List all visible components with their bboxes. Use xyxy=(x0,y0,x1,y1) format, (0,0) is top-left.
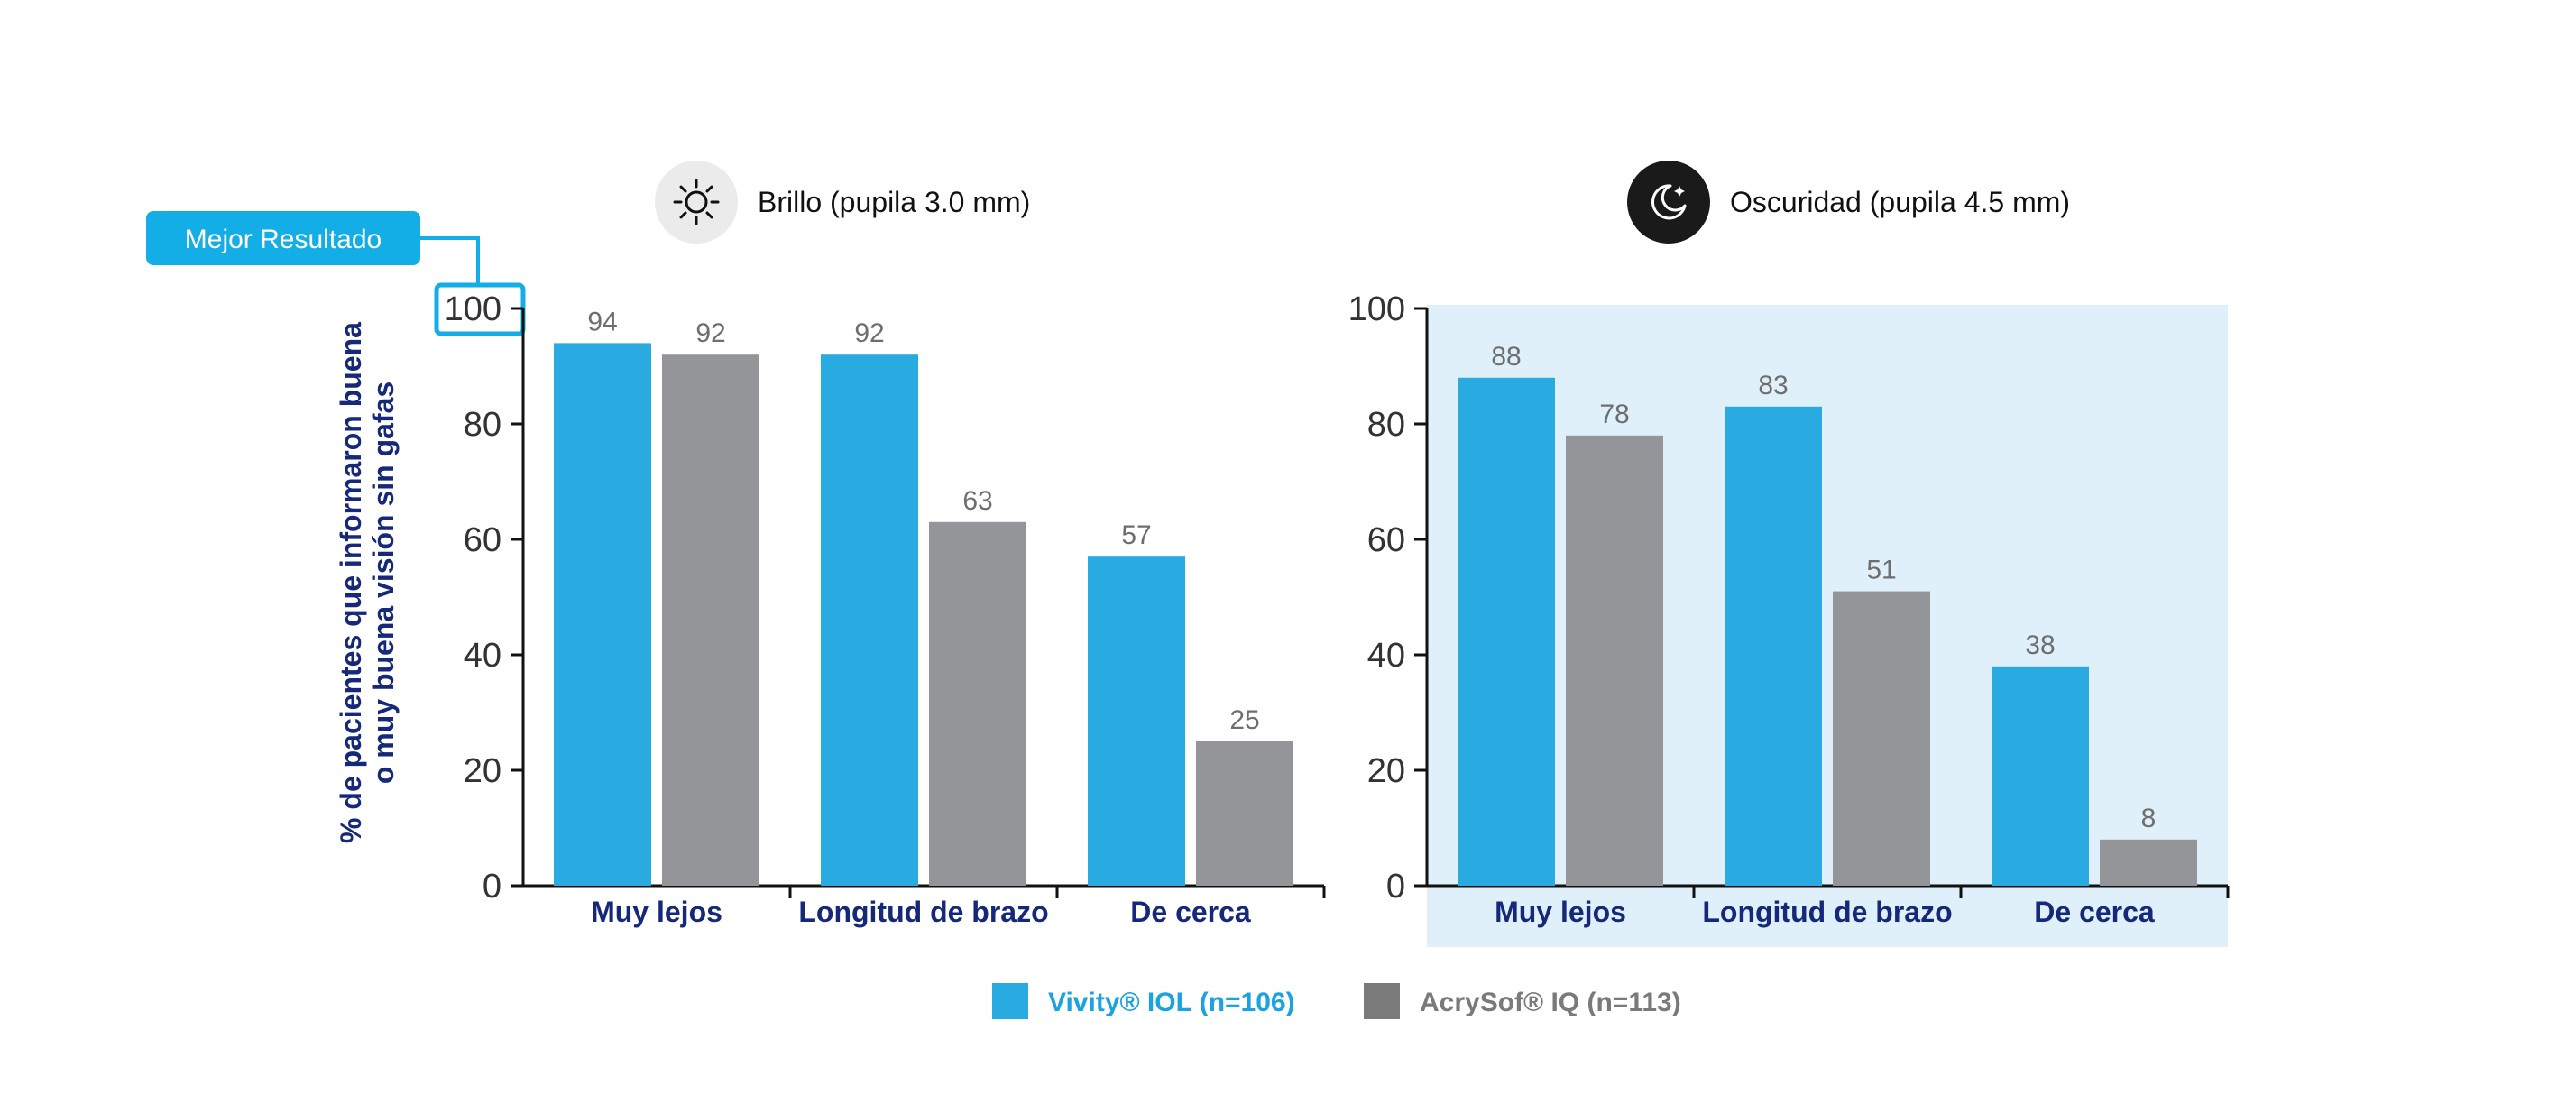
y-tick-label-80: 80 xyxy=(1367,406,1405,444)
x-tick-label-de-cerca: De cerca xyxy=(2034,896,2155,928)
x-tick-label-longitud-de-brazo: Longitud de brazo xyxy=(798,896,1048,928)
panel-background xyxy=(1427,305,2228,947)
x-tick-label-de-cerca: De cerca xyxy=(1130,896,1251,928)
y-tick-label-80: 80 xyxy=(464,406,501,444)
data-label-vivity-de-cerca: 57 xyxy=(1121,520,1151,550)
bar-vivity-de-cerca xyxy=(1992,666,2089,886)
legend-item-acrysof: AcrySof® IQ (n=113) xyxy=(1364,983,1681,1019)
legend: Vivity® IOL (n=106) AcrySof® IQ (n=113) xyxy=(992,983,1681,1019)
chart-panel-dark: Oscuridad (pupila 4.5 mm) 0 20 40 60 80 100 Muy… xyxy=(1348,161,2230,947)
y-tick-label-100: 100 xyxy=(445,290,501,328)
bar-vivity-longitud-de-brazo xyxy=(1725,406,1822,886)
bar-vivity-de-cerca xyxy=(1088,556,1185,886)
sun-icon xyxy=(655,161,738,244)
x-axis: Muy lejos Longitud de brazo De cerca xyxy=(1427,884,2230,928)
data-label-vivity-longitud-de-brazo: 92 xyxy=(854,318,884,348)
chart-panel-bright: Brillo (pupila 3.0 mm) 0 20 40 60 80 100 Muy le… xyxy=(445,161,1326,928)
condition-header: Brillo (pupila 3.0 mm) xyxy=(655,161,1030,244)
bar-acrysof-de-cerca xyxy=(1196,741,1293,886)
bar-group-de-cerca: 57 25 xyxy=(1088,520,1293,886)
bar-vivity-muy-lejos xyxy=(1458,377,1555,886)
y-tick-label-40: 40 xyxy=(1367,637,1405,675)
y-tick-label-60: 60 xyxy=(1367,521,1405,559)
data-label-vivity-de-cerca: 38 xyxy=(2025,630,2055,660)
data-label-acrysof-de-cerca: 8 xyxy=(2141,804,2157,833)
bar-acrysof-longitud-de-brazo xyxy=(929,521,1026,886)
data-label-acrysof-longitud-de-brazo: 63 xyxy=(962,486,992,516)
callout-connector xyxy=(420,236,480,287)
best-result-callout: Mejor Resultado xyxy=(146,211,526,336)
bar-group-longitud-de-brazo: 83 51 xyxy=(1725,371,1930,886)
bar-acrysof-de-cerca xyxy=(2100,839,2197,886)
y-axis: 0 20 40 60 80 100 xyxy=(1348,290,1429,906)
data-label-acrysof-de-cerca: 25 xyxy=(1229,705,1259,735)
y-tick-label-20: 20 xyxy=(1367,752,1405,790)
y-axis-label-line1: % de pacientes que informaron buena xyxy=(335,322,367,843)
condition-label: Oscuridad (pupila 4.5 mm) xyxy=(1730,186,2070,218)
x-axis: Muy lejos Longitud de brazo De cerca xyxy=(523,884,1326,928)
callout-label: Mejor Resultado xyxy=(185,225,382,254)
y-tick-label-60: 60 xyxy=(464,521,501,559)
data-label-acrysof-longitud-de-brazo: 51 xyxy=(1866,556,1896,585)
condition-header: Oscuridad (pupila 4.5 mm) xyxy=(1627,161,2070,244)
x-tick-label-muy-lejos: Muy lejos xyxy=(1495,896,1626,928)
data-label-vivity-longitud-de-brazo: 83 xyxy=(1758,371,1788,400)
y-tick-label-20: 20 xyxy=(464,752,501,790)
bar-group-muy-lejos: 94 92 xyxy=(554,307,759,886)
bar-acrysof-muy-lejos xyxy=(662,354,759,886)
callout-box xyxy=(146,211,420,265)
legend-swatch-vivity xyxy=(992,983,1028,1019)
condition-label: Brillo (pupila 3.0 mm) xyxy=(758,186,1030,218)
legend-item-vivity: Vivity® IOL (n=106) xyxy=(992,983,1295,1019)
y-tick-label-100: 100 xyxy=(1348,290,1405,328)
x-tick-label-muy-lejos: Muy lejos xyxy=(591,896,722,928)
bar-vivity-muy-lejos xyxy=(554,343,651,886)
data-label-acrysof-muy-lejos: 92 xyxy=(695,318,725,348)
y-tick-label-0: 0 xyxy=(483,868,501,906)
y-axis-label: % de pacientes que informaron buena o mu… xyxy=(335,322,400,843)
bar-group-muy-lejos: 88 78 xyxy=(1458,342,1663,886)
y-axis: 0 20 40 60 80 100 xyxy=(445,290,525,906)
y-tick-label-0: 0 xyxy=(1386,868,1405,906)
bar-acrysof-muy-lejos xyxy=(1566,435,1663,886)
legend-swatch-acrysof xyxy=(1364,983,1400,1019)
moon-icon xyxy=(1627,161,1710,244)
data-label-acrysof-muy-lejos: 78 xyxy=(1599,400,1629,429)
data-label-vivity-muy-lejos: 94 xyxy=(587,307,617,336)
bar-group-longitud-de-brazo: 92 63 xyxy=(821,318,1026,886)
bar-acrysof-longitud-de-brazo xyxy=(1833,591,1930,886)
legend-label-acrysof: AcrySof® IQ (n=113) xyxy=(1420,988,1681,1017)
legend-label-vivity: Vivity® IOL (n=106) xyxy=(1048,988,1295,1017)
y-tick-label-40: 40 xyxy=(464,637,501,675)
y-axis-label-line2: o muy buena visión sin gafas xyxy=(367,382,400,784)
x-tick-label-longitud-de-brazo: Longitud de brazo xyxy=(1702,896,1952,928)
bar-group-de-cerca: 38 8 xyxy=(1992,630,2197,886)
bar-vivity-longitud-de-brazo xyxy=(821,354,918,886)
data-label-vivity-muy-lejos: 88 xyxy=(1491,342,1521,372)
